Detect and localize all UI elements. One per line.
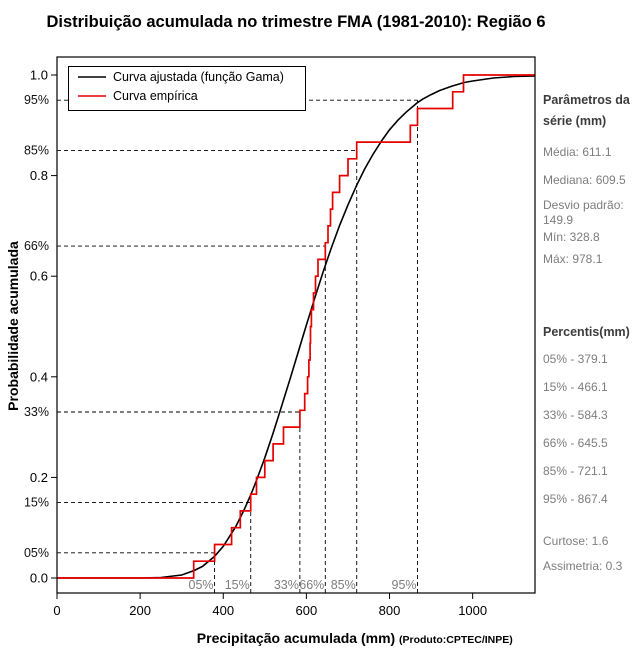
sidebar-percentile-33: 33% - 584.3 <box>543 408 608 422</box>
svg-text:800: 800 <box>379 603 401 618</box>
svg-text:0.6: 0.6 <box>30 269 48 284</box>
empirical-curve <box>57 74 535 579</box>
svg-text:85%: 85% <box>331 578 356 592</box>
svg-text:Curva empírica: Curva empírica <box>113 89 198 103</box>
svg-text:0.8: 0.8 <box>30 168 48 183</box>
svg-text:66%: 66% <box>24 239 49 253</box>
svg-text:600: 600 <box>296 603 318 618</box>
svg-text:15%: 15% <box>225 578 250 592</box>
svg-text:Curva ajustada (função Gama): Curva ajustada (função Gama) <box>113 70 284 84</box>
svg-text:15%: 15% <box>24 496 49 510</box>
sidebar-median: Mediana: 609.5 <box>543 173 626 187</box>
sidebar-min: Mín: 328.8 <box>543 230 600 244</box>
fitted-curve <box>57 75 536 579</box>
svg-text:95%: 95% <box>392 578 417 592</box>
svg-text:1000: 1000 <box>458 603 487 618</box>
sidebar-percentile-95: 95% - 867.4 <box>543 492 608 506</box>
sidebar-params-title: Parâmetros da série (mm) <box>543 93 630 128</box>
svg-text:0: 0 <box>53 603 60 618</box>
plot-border <box>56 56 536 594</box>
sidebar-percentile-05: 05% - 379.1 <box>543 352 608 366</box>
svg-text:0.4: 0.4 <box>30 369 48 384</box>
svg-text:05%: 05% <box>189 578 214 592</box>
product-credit: (Produto:CPTEC/INPE) <box>399 634 513 646</box>
sidebar-percentile-15: 15% - 466.1 <box>543 380 608 394</box>
legend: Curva ajustada (função Gama) Curva empíri… <box>68 66 306 111</box>
svg-text:33%: 33% <box>274 578 299 592</box>
sidebar-kurtosis: Curtose: 1.6 <box>543 534 609 548</box>
sidebar-max: Máx: 978.1 <box>543 252 603 266</box>
svg-text:05%: 05% <box>24 546 49 560</box>
svg-text:400: 400 <box>212 603 234 618</box>
stats-sidebar: Parâmetros da série (mm) Média: 611.1 Me… <box>543 0 640 660</box>
sidebar-percentile-85: 85% - 721.1 <box>543 464 608 478</box>
x-axis: 0 200 400 600 800 1000 <box>53 593 487 618</box>
svg-text:0.0: 0.0 <box>30 571 48 586</box>
svg-text:1.0: 1.0 <box>30 68 48 83</box>
svg-text:33%: 33% <box>24 405 49 419</box>
sidebar-percentile-66: 66% - 645.5 <box>543 436 608 450</box>
sidebar-mean: Média: 611.1 <box>543 145 612 159</box>
svg-text:85%: 85% <box>24 143 49 157</box>
svg-text:0.2: 0.2 <box>30 470 48 485</box>
svg-text:66%: 66% <box>299 578 324 592</box>
y-axis: 0.0 0.2 0.4 0.6 0.8 1.0 <box>30 68 57 586</box>
sidebar-stddev: Desvio padrão: 149.9 <box>543 198 624 227</box>
x-axis-title: Precipitação acumulada (mm) <box>196 630 396 646</box>
percentile-guides: 05%05%15%15%33%33%66%66%85%85%95%95% <box>24 93 418 593</box>
sidebar-skewness: Assimetria: 0.3 <box>543 559 623 573</box>
svg-text:95%: 95% <box>24 93 49 107</box>
sidebar-percentiles-title: Percentis(mm) <box>543 325 630 339</box>
chart-title: Distribuição acumulada no trimestre FMA … <box>46 13 546 31</box>
svg-text:200: 200 <box>129 603 151 618</box>
